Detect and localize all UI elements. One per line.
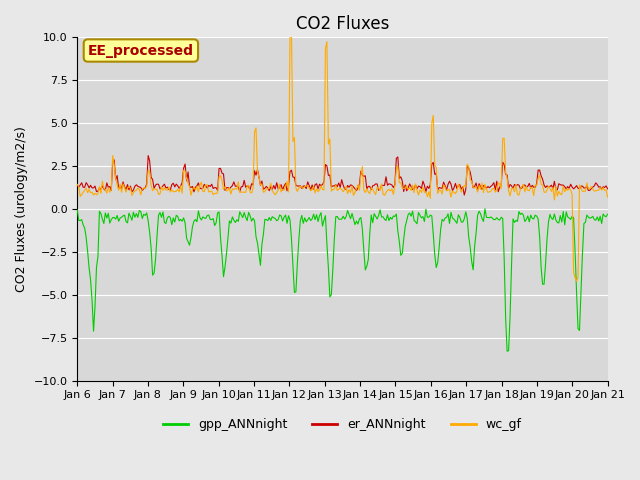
Y-axis label: CO2 Fluxes (urology/m2/s): CO2 Fluxes (urology/m2/s) <box>15 126 28 292</box>
Title: CO2 Fluxes: CO2 Fluxes <box>296 15 389 33</box>
Text: EE_processed: EE_processed <box>88 44 194 58</box>
Legend: gpp_ANNnight, er_ANNnight, wc_gf: gpp_ANNnight, er_ANNnight, wc_gf <box>158 413 527 436</box>
